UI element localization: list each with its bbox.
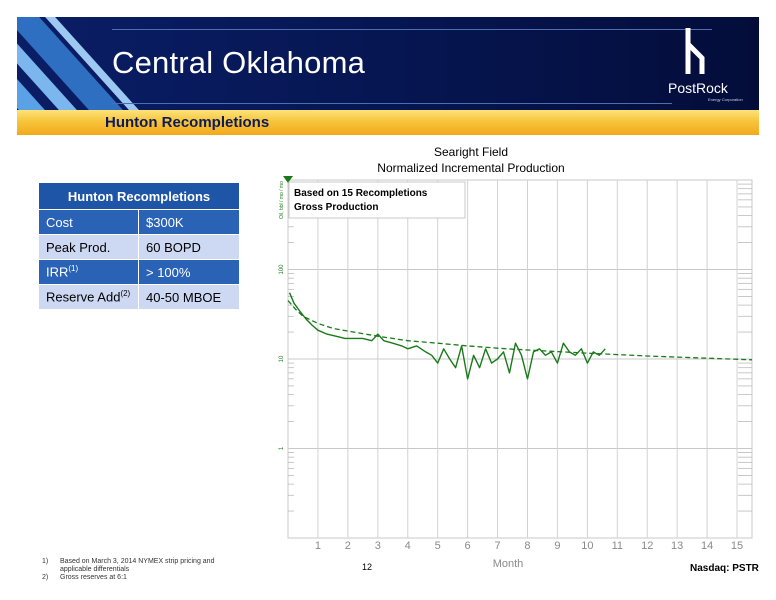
table-row: IRR(1) > 100% (38, 259, 240, 285)
table-row: Cost $300K (38, 209, 240, 235)
x-tick-label: 4 (405, 540, 411, 552)
x-tick-label: 14 (701, 540, 713, 552)
kpi-value: 40-50 MBOE (138, 284, 240, 310)
x-tick-label: 5 (435, 540, 441, 552)
chart-subtitle: Normalized Incremental Production (377, 161, 565, 175)
type-curve-line (287, 300, 753, 361)
kpi-value: > 100% (138, 259, 240, 285)
x-tick-label: 2 (345, 540, 351, 552)
kpi-label: Peak Prod. (38, 234, 139, 260)
table-row: Reserve Add(2) 40-50 MBOE (38, 284, 240, 310)
banner-rule (112, 103, 672, 104)
x-tick-label: 8 (524, 540, 530, 552)
annotation-box (288, 181, 466, 219)
banner-rule (112, 29, 712, 30)
y-axis-label: Oil, bbl / mo / mo (279, 181, 285, 219)
x-tick-label: 9 (554, 540, 560, 552)
y-tick-label: 1 (279, 446, 285, 450)
y-tick-label: 10 (279, 355, 285, 362)
page-title: Central Oklahoma (112, 45, 366, 80)
logo-subtext: Energy Corporation (708, 97, 743, 102)
table-row: Peak Prod. 60 BOPD (38, 234, 240, 260)
x-tick-label: 1 (315, 540, 321, 552)
annotation-text: Based on 15 Recompletions (294, 188, 428, 199)
header-banner (17, 17, 759, 110)
subtitle-bar (17, 110, 759, 135)
kpi-label: Cost (38, 209, 139, 235)
footnote: 1) Based on March 3, 2014 NYMEX strip pri… (42, 558, 215, 565)
footnote: applicable differentials (60, 566, 130, 573)
postrock-logo-icon (685, 28, 705, 74)
x-tick-label: 3 (375, 540, 381, 552)
footnote-ref: (2) (120, 289, 131, 299)
x-axis-label: Month (493, 558, 524, 570)
ticker-label: Nasdaq: PSTR (690, 563, 759, 574)
x-tick-label: 12 (641, 540, 653, 552)
x-tick-label: 7 (494, 540, 500, 552)
chart-title: Searight Field (433, 145, 509, 159)
kpi-label: Reserve Add(2) (38, 284, 139, 310)
kpi-table: Hunton Recompletions Cost $300K Peak Pro… (38, 182, 240, 310)
x-tick-label: 15 (731, 540, 743, 552)
annotation-text: Gross Production (294, 202, 378, 213)
footnote-ref: (1) (68, 264, 79, 274)
section-subtitle: Hunton Recompletions (105, 114, 270, 131)
kpi-value: 60 BOPD (138, 234, 240, 260)
x-tick-label: 13 (671, 540, 683, 552)
footnote: 2) Gross reserves at 6:1 (42, 574, 127, 581)
x-tick-label: 10 (581, 540, 593, 552)
x-tick-label: 6 (465, 540, 471, 552)
x-tick-label: 11 (612, 540, 623, 552)
axis-marker (283, 176, 293, 183)
kpi-value: $300K (138, 209, 240, 235)
y-tick-label: 100 (279, 264, 285, 275)
page-number: 12 (362, 562, 373, 572)
logo-text: PostRock (668, 80, 728, 96)
kpi-table-heading: Hunton Recompletions (38, 182, 240, 210)
